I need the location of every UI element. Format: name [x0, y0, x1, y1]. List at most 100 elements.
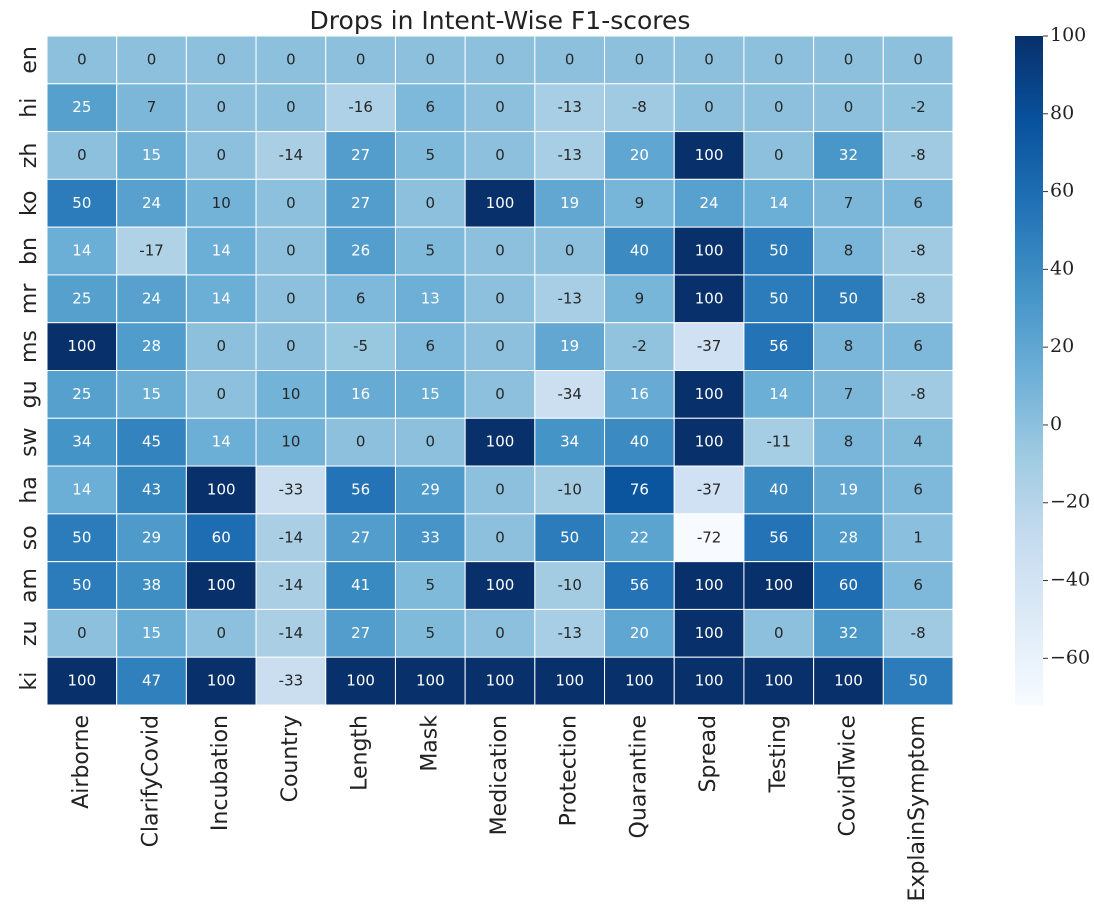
- cell-label: 26: [351, 242, 370, 260]
- cell-label: 50: [72, 528, 91, 546]
- cell-label: 28: [142, 337, 161, 355]
- cell-label: 100: [416, 672, 445, 690]
- heatmap-cell: [882, 561, 954, 610]
- heatmap-cell: [743, 322, 815, 372]
- cell-label: 0: [495, 98, 505, 116]
- heatmap-cell: [185, 370, 257, 419]
- heatmap-cell: [743, 608, 815, 658]
- heatmap-cell: [604, 465, 675, 515]
- cell-label: 7: [844, 385, 854, 403]
- heatmap-cell: [46, 83, 118, 133]
- cell-label: -13: [557, 624, 582, 642]
- cell-label: 0: [495, 50, 505, 68]
- heatmap-cell: [255, 417, 327, 467]
- cell-label: -2: [911, 98, 926, 116]
- cell-label: 100: [207, 480, 236, 498]
- cell-label: -10: [557, 480, 582, 498]
- cell-label: -5: [353, 337, 368, 355]
- cell-label: 100: [764, 576, 793, 594]
- cell-label: 43: [142, 480, 161, 498]
- cell-label: 15: [421, 385, 440, 403]
- heatmap-cell: [116, 35, 187, 85]
- heatmap-cell: [185, 83, 257, 133]
- heatmap-cell: [394, 561, 466, 610]
- cell-label: 100: [764, 672, 793, 690]
- heatmap-cell: [325, 274, 396, 324]
- cell-label: -13: [557, 146, 582, 164]
- cell-label: 0: [774, 624, 784, 642]
- heatmap-cell: [813, 656, 884, 706]
- heatmap-cell: [185, 465, 257, 515]
- cell-label: 0: [356, 433, 366, 451]
- cell-label: 56: [351, 480, 370, 498]
- cell-label: 100: [695, 624, 724, 642]
- heatmap-cell: [743, 370, 815, 419]
- x-tick-label: Length: [348, 715, 373, 791]
- heatmap-cell: [394, 83, 466, 133]
- cell-label: -16: [348, 98, 373, 116]
- heatmap-cell: [325, 83, 396, 133]
- heatmap-cell: [813, 608, 884, 658]
- cell-label: 14: [212, 289, 231, 307]
- cell-label: 0: [774, 98, 784, 116]
- heatmap-cell: [116, 131, 187, 180]
- cell-label: 0: [216, 98, 226, 116]
- heatmap-cell: [882, 274, 954, 324]
- x-tick-label: Airborne: [69, 715, 94, 809]
- heatmap-cell: [255, 274, 327, 324]
- heatmap-cell: [46, 513, 118, 563]
- cell-label: 19: [839, 480, 858, 498]
- x-tick-label: CovidTwice: [835, 715, 860, 836]
- heatmap-cell: [255, 608, 327, 658]
- heatmap-cell: [534, 513, 606, 563]
- x-tick-label: Spread: [696, 715, 721, 792]
- cell-label: 100: [68, 672, 97, 690]
- heatmap-cell: [673, 178, 745, 228]
- heatmap-cell: [46, 322, 118, 372]
- cell-label: 25: [72, 98, 91, 116]
- cell-label: -33: [279, 672, 304, 690]
- cell-label: 6: [913, 576, 923, 594]
- heatmap-cell: [394, 370, 466, 419]
- heatmap-cell: [464, 226, 536, 276]
- heatmap-cell: [464, 83, 536, 133]
- cell-label: 100: [486, 576, 515, 594]
- y-tick-label: hi: [17, 98, 42, 118]
- cell-label: 47: [142, 672, 161, 690]
- heatmap-cell: [116, 226, 187, 276]
- cell-label: 0: [495, 146, 505, 164]
- cell-label: 0: [77, 624, 87, 642]
- heatmap-cell: [604, 178, 675, 228]
- y-tick-label: mr: [17, 283, 42, 314]
- y-tick-label: ko: [17, 191, 42, 216]
- cell-label: -34: [557, 385, 582, 403]
- cell-label: 20: [630, 624, 649, 642]
- cell-label: 40: [769, 480, 788, 498]
- y-tick-label: zh: [17, 143, 42, 169]
- cell-label: 0: [77, 146, 87, 164]
- cell-label: 100: [695, 146, 724, 164]
- cell-label: 16: [351, 385, 370, 403]
- heatmap-cell: [46, 131, 118, 180]
- heatmap-cell: [46, 274, 118, 324]
- colorbar-tick-label: −20: [1050, 491, 1090, 513]
- heatmap-cell: [534, 370, 606, 419]
- cell-label: 100: [695, 385, 724, 403]
- heatmap-cell: [255, 465, 327, 515]
- cell-label: -33: [279, 480, 304, 498]
- cell-label: 76: [630, 480, 649, 498]
- cell-label: 50: [72, 576, 91, 594]
- heatmap-cell: [185, 561, 257, 610]
- x-tick-label: Country: [278, 715, 303, 802]
- y-tick-label: ki: [17, 672, 42, 691]
- cell-label: 0: [286, 242, 296, 260]
- cell-label: 10: [281, 385, 300, 403]
- cell-label: -8: [911, 385, 926, 403]
- heatmap-cell: [464, 608, 536, 658]
- heatmap-cell: [46, 417, 118, 467]
- cell-label: 0: [495, 480, 505, 498]
- cell-label: 20: [630, 146, 649, 164]
- heatmap-cell: [813, 226, 884, 276]
- heatmap-cell: [534, 561, 606, 610]
- cell-label: 50: [769, 242, 788, 260]
